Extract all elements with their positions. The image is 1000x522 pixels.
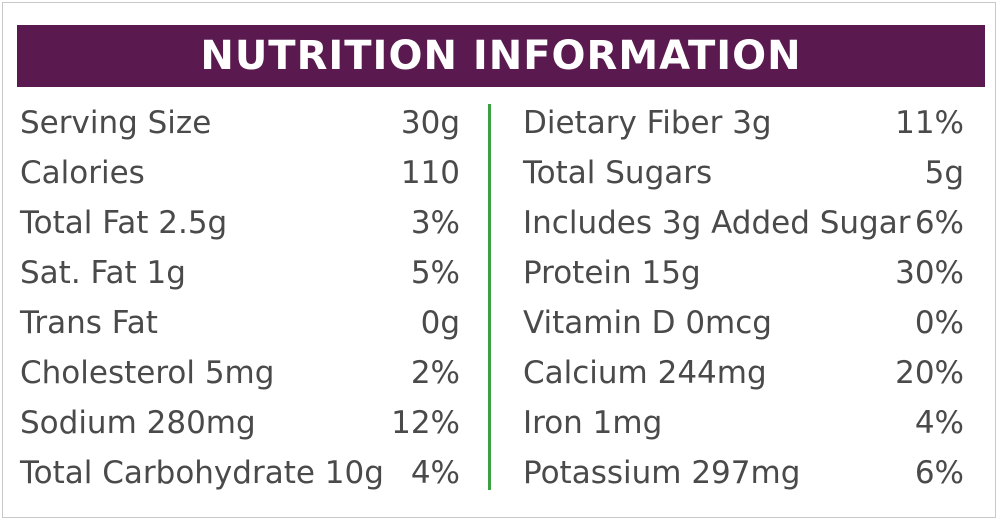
nutrient-row: Potassium 297mg 6% [523,448,964,498]
panel-header: NUTRITION INFORMATION [17,25,985,87]
nutrient-value: 11% [895,105,964,141]
left-column: Serving Size 30g Calories 110 Total Fat … [20,98,460,498]
nutrient-value: 30g [400,105,460,141]
nutrient-value: 2% [410,355,460,391]
nutrient-row: Iron 1mg 4% [523,398,964,448]
nutrient-value: 110 [400,155,460,191]
nutrient-row: Trans Fat 0g [20,298,460,348]
nutrient-row: Cholesterol 5mg 2% [20,348,460,398]
nutrient-label: Potassium 297mg [523,455,801,491]
nutrient-row: Calories 110 [20,148,460,198]
nutrient-row: Total Fat 2.5g 3% [20,198,460,248]
nutrient-row: Dietary Fiber 3g 11% [523,98,964,148]
nutrient-label: Sat. Fat 1g [20,255,186,291]
nutrient-label: Includes 3g Added Sugar [523,205,911,241]
nutrient-row: Includes 3g Added Sugar 6% [523,198,964,248]
nutrient-row: Protein 15g 30% [523,248,964,298]
nutrient-value: 6% [914,455,964,491]
nutrient-value: 30% [895,255,964,291]
nutrient-label: Protein 15g [523,255,701,291]
nutrient-label: Trans Fat [20,305,158,341]
nutrient-value: 5g [924,155,964,191]
panel-title: NUTRITION INFORMATION [200,33,802,79]
nutrient-label: Vitamin D 0mcg [523,305,772,341]
column-divider [488,104,491,490]
nutrient-row: Calcium 244mg 20% [523,348,964,398]
nutrient-label: Dietary Fiber 3g [523,105,772,141]
nutrient-row: Vitamin D 0mcg 0% [523,298,964,348]
nutrient-label: Cholesterol 5mg [20,355,275,391]
nutrient-value: 0% [914,305,964,341]
nutrient-row: Total Carbohydrate 10g 4% [20,448,460,498]
nutrient-label: Total Fat 2.5g [20,205,228,241]
nutrient-label: Total Sugars [523,155,713,191]
nutrient-label: Calcium 244mg [523,355,767,391]
nutrient-label: Total Carbohydrate 10g [20,455,384,491]
nutrient-label: Calories [20,155,145,191]
right-column: Dietary Fiber 3g 11% Total Sugars 5g Inc… [523,98,964,498]
nutrient-row: Sodium 280mg 12% [20,398,460,448]
nutrient-label: Sodium 280mg [20,405,256,441]
nutrient-value: 0g [420,305,460,341]
nutrient-label: Iron 1mg [523,405,663,441]
nutrient-value: 6% [914,205,964,241]
nutrient-row: Total Sugars 5g [523,148,964,198]
nutrient-value: 4% [914,405,964,441]
nutrient-row: Sat. Fat 1g 5% [20,248,460,298]
nutrient-value: 12% [391,405,460,441]
nutrient-value: 3% [410,205,460,241]
nutrient-value: 20% [895,355,964,391]
nutrient-value: 4% [410,455,460,491]
nutrient-label: Serving Size [20,105,212,141]
nutrient-value: 5% [410,255,460,291]
nutrient-row: Serving Size 30g [20,98,460,148]
